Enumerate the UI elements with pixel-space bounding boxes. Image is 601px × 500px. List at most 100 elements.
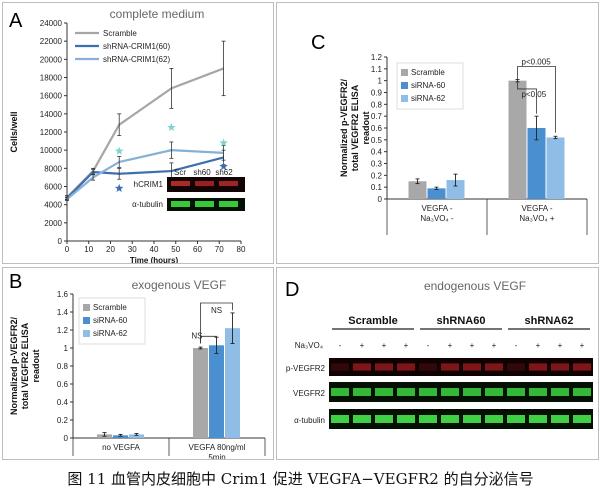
y-axis-label-line: total VEGFR2 ELISA	[350, 84, 360, 171]
ns-annotation: NS	[211, 306, 222, 315]
blot-band	[551, 415, 569, 423]
blot-band	[441, 388, 459, 396]
legend-label: Scramble	[103, 29, 137, 38]
category-label-line: Na₃VO₄ -	[420, 214, 454, 223]
significance-bracket	[200, 302, 233, 344]
bar	[546, 137, 565, 199]
y-tick-label: 0	[58, 237, 63, 246]
legend-label: Scramble	[411, 68, 445, 77]
treatment-sign: -	[515, 341, 518, 350]
tubulin-band	[195, 201, 214, 207]
y-tick-label: 1.1	[371, 65, 383, 74]
category-label-line: VEGFA 80ng/ml	[189, 443, 246, 452]
blot-band	[419, 388, 437, 396]
y-tick-label: 1	[64, 344, 69, 353]
treatment-sign: +	[470, 341, 475, 350]
p-value-annotation: p<0.05	[522, 90, 547, 99]
panel-c-chart: C 0 0.1 0.2 0.3 0.4 0.5 0.6 0.7 0.8 0.9 1 1.1 1.2 Norm…	[311, 32, 588, 235]
significance-bracket	[517, 66, 556, 133]
y-tick-label: 0.4	[371, 148, 383, 157]
y-tick-label: 0.2	[57, 416, 69, 425]
panel-a-label: A	[9, 10, 23, 32]
bar	[193, 348, 208, 438]
panel-c: C 0 0.1 0.2 0.3 0.4 0.5 0.6 0.7 0.8 0.9 1 1.1 1.2 Norm…	[276, 2, 599, 264]
blot-band	[485, 363, 503, 371]
bar	[129, 434, 144, 438]
blot-band	[353, 363, 371, 371]
significance-star	[167, 123, 176, 132]
significance-star	[114, 183, 124, 192]
blot-band	[463, 363, 481, 371]
y-tick-label: 0	[64, 434, 69, 443]
blot-band	[507, 415, 525, 423]
significance-star	[219, 162, 228, 171]
legend-label: siRNA-62	[93, 329, 128, 338]
tubulin-band	[219, 201, 238, 207]
y-tick-label: 0.3	[371, 160, 383, 169]
legend-label: Scramble	[93, 303, 127, 312]
x-tick-label: 20	[106, 245, 115, 254]
y-tick-label: 0.6	[57, 380, 69, 389]
blot-band	[529, 388, 547, 396]
blot-band	[375, 415, 393, 423]
x-tick-label: 10	[84, 245, 93, 254]
y-tick-label: 0.7	[371, 112, 383, 121]
treatment-sign: +	[360, 341, 365, 350]
blot-band	[573, 388, 591, 396]
group-label: Scramble	[348, 315, 398, 327]
category-label-line: VEGFA -	[421, 204, 452, 213]
legend-swatch	[83, 330, 90, 337]
y-axis-label-line: Normalized p-VEGFR2/	[9, 316, 19, 415]
y-tick-label: 8000	[44, 164, 62, 173]
treatment-sign: +	[448, 341, 453, 350]
treatment-sign: +	[558, 341, 563, 350]
bar	[427, 188, 446, 199]
blot-band	[441, 415, 459, 423]
blot-band	[507, 363, 525, 371]
blot-strip	[329, 358, 593, 376]
y-tick-label: 0	[378, 195, 383, 204]
hcrim1-band	[171, 181, 190, 186]
blot-band	[529, 363, 547, 371]
bar	[508, 80, 527, 199]
tubulin-band	[171, 201, 190, 207]
panel-b-label: B	[9, 271, 22, 293]
blot-band	[375, 363, 393, 371]
category-label-line: VEGFA -	[521, 204, 552, 213]
significance-star	[114, 146, 124, 155]
blot-band	[507, 388, 525, 396]
treatment-sign: +	[580, 341, 585, 350]
group-label: shRNA62	[525, 315, 574, 327]
y-tick-label: 1	[378, 77, 383, 86]
chart-title: exogenous VEGF	[132, 278, 227, 292]
y-tick-label: 0.8	[371, 100, 383, 109]
legend-swatch	[83, 317, 90, 324]
legend-label: shRNA-CRIM1(60)	[103, 42, 170, 51]
hcrim1-band	[195, 181, 214, 186]
blot-row-label: α-tubulin	[132, 200, 163, 209]
treatment-sign: +	[404, 341, 409, 350]
y-tick-label: 0.5	[371, 136, 383, 145]
blot-band	[353, 388, 371, 396]
blot-band	[375, 388, 393, 396]
treatment-sign: +	[382, 341, 387, 350]
y-axis-label: Cells/well	[9, 111, 19, 152]
blot-band	[573, 415, 591, 423]
legend-swatch	[83, 304, 90, 311]
legend-swatch	[401, 95, 408, 102]
blot-band	[463, 415, 481, 423]
panel-c-label: C	[311, 32, 325, 54]
y-axis-label-line: Normalized p-VEGFR2/	[339, 78, 349, 177]
blot-band	[551, 388, 569, 396]
y-tick-label: 4000	[44, 201, 62, 210]
blot-row-label: α-tubulin	[294, 416, 325, 425]
blot-band	[419, 415, 437, 423]
y-tick-label: 24000	[40, 19, 63, 28]
group-label: shRNA60	[437, 315, 486, 327]
blot-strip	[329, 382, 593, 402]
